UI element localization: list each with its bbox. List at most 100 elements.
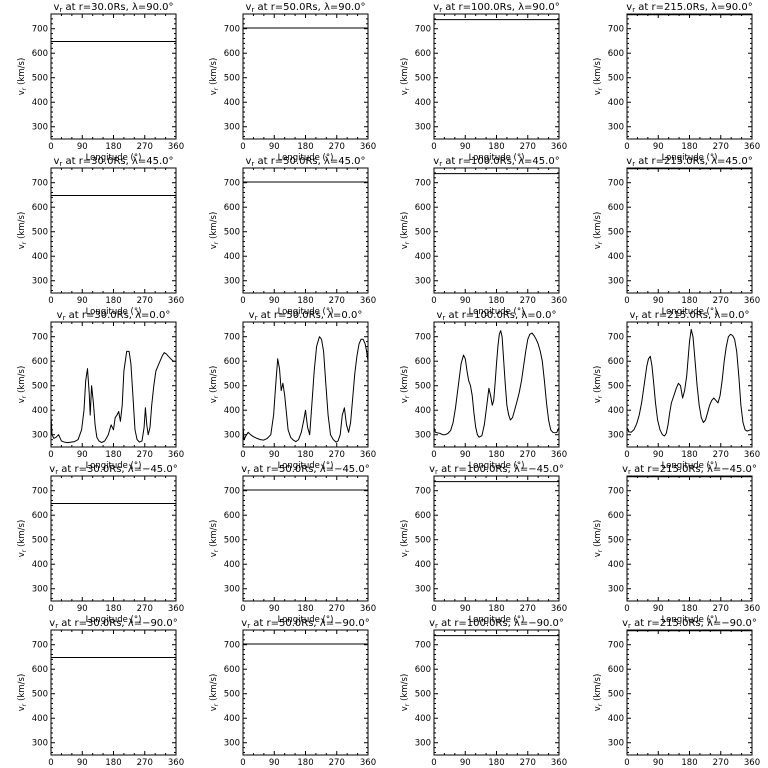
y-tick-label: 400 (415, 252, 431, 262)
x-tick-label: 0 (624, 142, 629, 152)
x-tick-label: 0 (624, 450, 629, 460)
panel-r215.0-lat-45.0: vr at r=215.0Rs, λ=−45.0° 0 90 180 270 360 300… (593, 464, 760, 625)
x-tick-label: 0 (431, 296, 436, 306)
x-tick-label: 270 (713, 142, 729, 152)
y-tick-label: 600 (32, 357, 48, 367)
y-tick-label: 500 (32, 228, 48, 238)
y-tick-label: 400 (32, 98, 48, 108)
x-tick-label: 180 (105, 142, 121, 152)
x-tick-label: 270 (137, 604, 153, 614)
y-axis-label: vr (km/s) (17, 366, 28, 404)
plot-frame (242, 13, 369, 140)
x-tick-label: 180 (297, 758, 313, 768)
x-tick-label: 90 (269, 450, 280, 460)
y-axis-label: vr (km/s) (209, 520, 220, 558)
x-tick-label: 360 (168, 142, 184, 152)
x-tick-label: 0 (240, 604, 245, 614)
y-tick-label: 300 (224, 431, 240, 441)
x-tick-label: 270 (713, 296, 729, 306)
x-tick-label: 0 (48, 604, 53, 614)
panel-r30.0-lat90.0: vr at r=30.0Rs, λ=90.0° 0 90 180 270 360 300 40… (17, 2, 184, 163)
x-tick-label: 270 (329, 604, 345, 614)
y-tick-label: 700 (32, 641, 48, 651)
y-tick-label: 500 (608, 690, 624, 700)
panel-r50.0-lat-90.0: vr at r=50.0Rs, λ=−90.0° 0 90 180 270 360 300 4… (209, 618, 376, 768)
x-tick-label: 360 (551, 450, 567, 460)
panel-r100.0-lat90.0: vr at r=100.0Rs, λ=90.0° 0 90 180 270 360 300 4… (400, 2, 567, 163)
y-tick-label: 500 (224, 382, 240, 392)
x-tick-label: 90 (460, 142, 471, 152)
x-tick-label: 90 (460, 450, 471, 460)
y-tick-label: 700 (608, 487, 624, 497)
x-tick-label: 180 (297, 604, 313, 614)
x-tick-label: 180 (488, 604, 504, 614)
y-tick-label: 500 (224, 74, 240, 84)
panel-title: vr at r=215.0Rs, λ=45.0° (626, 156, 752, 168)
panel-title: vr at r=100.0Rs, λ=45.0° (433, 156, 559, 168)
y-tick-label: 600 (32, 203, 48, 213)
y-tick-label: 300 (32, 739, 48, 749)
y-tick-label: 600 (224, 49, 240, 59)
plot-frame (50, 13, 177, 140)
panel-title: vr at r=50.0Rs, λ=−45.0° (241, 464, 369, 476)
y-tick-label: 500 (415, 228, 431, 238)
x-tick-label: 360 (744, 758, 760, 768)
panel-r100.0-lat-45.0: vr at r=100.0Rs, λ=−45.0° 0 90 180 270 360 300… (400, 464, 567, 625)
x-tick-label: 270 (137, 450, 153, 460)
x-tick-label: 360 (360, 604, 376, 614)
x-tick-label: 90 (269, 296, 280, 306)
x-tick-label: 90 (77, 450, 88, 460)
plot-frame (626, 475, 753, 602)
x-axis-label: Longitude (°) (662, 153, 718, 163)
y-tick-label: 300 (224, 123, 240, 133)
x-axis-label: Longitude (°) (86, 307, 142, 317)
x-tick-label: 360 (168, 604, 184, 614)
x-tick-label: 90 (77, 142, 88, 152)
panel-title: vr at r=215.0Rs, λ=90.0° (626, 2, 752, 14)
x-tick-label: 0 (431, 142, 436, 152)
y-tick-label: 400 (32, 252, 48, 262)
x-tick-label: 360 (551, 296, 567, 306)
panel-title: vr at r=100.0Rs, λ=−45.0° (429, 464, 564, 476)
plot-frame (50, 167, 177, 294)
y-tick-label: 600 (608, 203, 624, 213)
y-tick-label: 500 (415, 74, 431, 84)
y-tick-label: 300 (608, 123, 624, 133)
plot-frame (242, 167, 369, 294)
y-tick-label: 500 (415, 382, 431, 392)
x-tick-label: 270 (137, 296, 153, 306)
y-tick-label: 600 (415, 357, 431, 367)
panel-title: vr at r=50.0Rs, λ=90.0° (245, 2, 365, 14)
x-axis-label: Longitude (°) (86, 615, 142, 625)
panel-title: vr at r=30.0Rs, λ=45.0° (53, 156, 173, 168)
x-tick-label: 90 (653, 296, 664, 306)
x-axis-label: Longitude (°) (278, 307, 334, 317)
y-axis-label: vr (km/s) (400, 520, 411, 558)
y-axis-label: vr (km/s) (209, 674, 220, 712)
y-tick-label: 700 (32, 487, 48, 497)
y-tick-label: 300 (415, 123, 431, 133)
x-tick-label: 360 (360, 142, 376, 152)
x-tick-label: 90 (77, 758, 88, 768)
plot-frame (433, 629, 560, 756)
panel-title: vr at r=50.0Rs, λ=−90.0° (241, 618, 369, 630)
x-tick-label: 90 (653, 142, 664, 152)
x-tick-label: 90 (653, 604, 664, 614)
x-tick-label: 180 (681, 450, 697, 460)
y-tick-label: 700 (608, 641, 624, 651)
panel-title: vr at r=100.0Rs, λ=−90.0° (429, 618, 564, 630)
y-tick-label: 300 (608, 277, 624, 287)
x-tick-label: 180 (488, 142, 504, 152)
y-tick-label: 700 (415, 25, 431, 35)
y-tick-label: 600 (608, 357, 624, 367)
y-axis-label: vr (km/s) (17, 58, 28, 96)
x-tick-label: 360 (744, 450, 760, 460)
y-tick-label: 300 (32, 277, 48, 287)
y-tick-label: 300 (608, 739, 624, 749)
y-tick-label: 400 (608, 252, 624, 262)
x-tick-label: 90 (653, 758, 664, 768)
x-tick-label: 270 (713, 450, 729, 460)
x-tick-label: 360 (360, 450, 376, 460)
x-tick-label: 0 (48, 450, 53, 460)
y-tick-label: 300 (224, 739, 240, 749)
